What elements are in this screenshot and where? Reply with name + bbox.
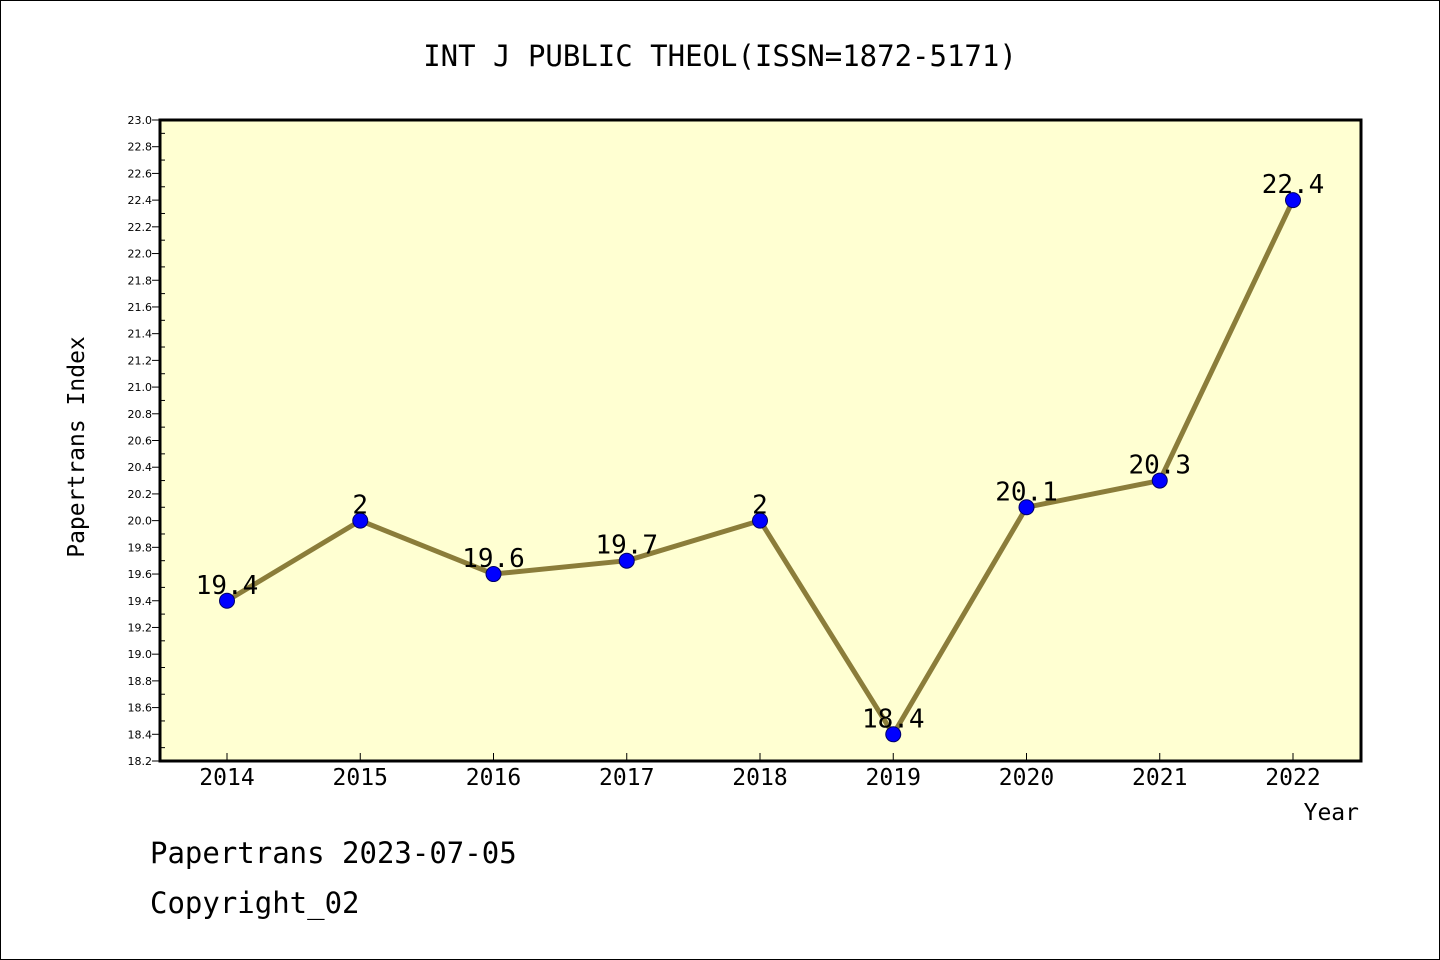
data-label: 2 xyxy=(352,491,368,521)
y-tick-label: 20.2 xyxy=(128,488,153,501)
y-tick-label: 21.8 xyxy=(128,274,153,287)
x-tick-label: 2019 xyxy=(866,765,921,791)
x-tick-label: 2016 xyxy=(466,765,521,791)
y-tick-label: 19.6 xyxy=(128,568,153,581)
data-label: 22.4 xyxy=(1262,170,1325,200)
x-tick-label: 2015 xyxy=(333,765,388,791)
x-tick-label: 2018 xyxy=(732,765,787,791)
data-label: 19.6 xyxy=(462,544,525,574)
footer-date-line: Papertrans 2023-07-05 xyxy=(150,836,517,870)
data-point xyxy=(752,512,768,529)
data-label: 19.4 xyxy=(196,571,259,601)
y-tick-label: 20.4 xyxy=(128,461,153,474)
y-tick-label: 20.8 xyxy=(128,408,153,421)
y-axis: 18.2 18.4 18.6 18.8 19.0 19.2 19.4 19.6 19.8 20.0… xyxy=(128,114,165,768)
data-series xyxy=(219,192,1301,743)
data-label: 18.4 xyxy=(862,704,925,734)
y-tick-label: 19.2 xyxy=(128,621,153,634)
data-label: 20.3 xyxy=(1128,451,1191,481)
y-tick-label: 22.8 xyxy=(128,141,153,154)
y-tick-label: 18.2 xyxy=(128,755,153,768)
y-tick-label: 21.0 xyxy=(128,381,153,394)
y-tick-label: 19.0 xyxy=(128,648,153,661)
y-tick-label: 19.8 xyxy=(128,541,153,554)
data-label: 19.7 xyxy=(595,531,658,561)
y-tick-label: 20.6 xyxy=(128,435,153,448)
y-tick-label: 18.8 xyxy=(128,675,153,688)
y-tick-label: 22.4 xyxy=(128,194,153,207)
x-tick-label: 2020 xyxy=(999,765,1054,791)
y-tick-label: 22.6 xyxy=(128,167,153,180)
x-tick-label: 2022 xyxy=(1265,765,1320,791)
data-point xyxy=(1285,192,1301,209)
y-axis-title: Papertrans Index xyxy=(64,336,90,558)
data-label: 2 xyxy=(752,491,768,521)
x-tick-label: 2021 xyxy=(1132,765,1187,791)
plot-area xyxy=(158,118,1363,763)
y-tick-label: 19.4 xyxy=(128,595,153,608)
y-tick-label: 18.4 xyxy=(128,728,153,741)
data-label: 20.1 xyxy=(995,477,1058,507)
x-axis-title: Year xyxy=(1304,800,1359,826)
y-tick-label: 18.6 xyxy=(128,702,153,715)
y-tick-label: 23.0 xyxy=(128,114,153,127)
x-axis: 2014 2015 2016 2017 2018 2019 2020 2021 2022 xyxy=(199,753,1321,791)
data-point xyxy=(219,592,235,609)
x-tick-label: 2014 xyxy=(199,765,254,791)
data-labels: 19.4 2 19.6 19.7 2 18.4 20.1 20.3 22.4 xyxy=(196,170,1325,734)
data-point xyxy=(352,512,369,529)
y-tick-label: 21.6 xyxy=(128,301,153,314)
footer-copyright-line: Copyright_02 xyxy=(150,886,360,920)
data-point xyxy=(1018,499,1035,516)
data-point xyxy=(1151,472,1168,489)
x-tick-label: 2017 xyxy=(599,765,654,791)
data-point xyxy=(485,566,502,583)
y-tick-label: 21.2 xyxy=(128,354,153,367)
y-tick-label: 20.0 xyxy=(128,515,153,528)
y-tick-label: 22.2 xyxy=(128,221,153,234)
data-point xyxy=(618,552,635,569)
y-tick-label: 21.4 xyxy=(128,328,153,341)
data-point xyxy=(885,726,902,743)
y-tick-label: 22.0 xyxy=(128,248,153,261)
chart-title: INT J PUBLIC THEOL(ISSN=1872-5171) xyxy=(423,39,1017,73)
